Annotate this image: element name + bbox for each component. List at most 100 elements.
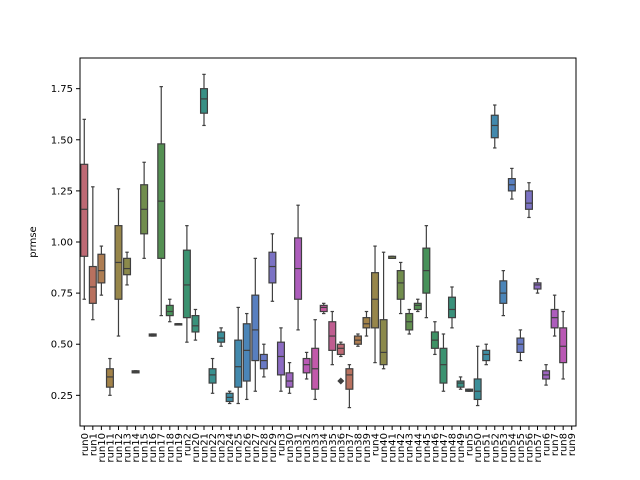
box-run56 [524,182,533,219]
x-tick-label-run20: run20 [191,433,202,463]
x-tick-label-run41: run41 [388,433,399,463]
x-tick-label-run10: run10 [97,433,108,463]
x-tick-label-run14: run14 [131,433,142,463]
iqr-box-run53 [499,280,508,304]
box-run45 [422,225,431,319]
iqr-box-run26 [242,323,251,382]
iqr-box-run2 [182,249,191,319]
x-tick-label-run32: run32 [302,433,313,463]
outlier-run36 [337,377,345,385]
box-run52 [490,104,499,149]
box-run11 [105,357,114,396]
box-run20 [191,308,200,341]
box-run19 [174,323,183,326]
box-run12 [114,188,123,337]
box-run34 [319,302,328,315]
x-tick-label-run44: run44 [413,433,424,463]
y-tick-label: 0.75 [51,289,73,300]
x-tick-label-run42: run42 [396,433,407,463]
box-run44 [413,298,422,313]
box-run50 [473,345,482,407]
x-tick-label-run47: run47 [439,433,450,463]
box-run33 [311,319,320,401]
plot-frame [79,57,577,427]
x-tick-label-run21: run21 [200,433,211,463]
iqr-box-run1 [88,265,97,304]
x-tick-label-run25: run25 [234,433,245,463]
x-tick-label-run0: run0 [80,433,91,456]
box-run51 [482,343,491,366]
iqr-box-run47 [439,347,448,384]
x-tick-label-run45: run45 [422,433,433,463]
box-run27 [251,257,260,392]
iqr-box-run49 [456,380,465,388]
box-run28 [259,343,268,378]
box-run30 [285,362,294,394]
box-run4 [371,245,380,364]
iqr-box-run39 [362,317,371,329]
box-run42 [396,261,405,315]
x-tick-label-run18: run18 [165,433,176,463]
x-tick-label-run38: run38 [353,433,364,463]
iqr-box-run0 [80,163,89,257]
y-tick-label: 0.25 [51,391,73,402]
box-run49 [456,376,465,390]
box-run14 [131,370,140,374]
x-tick-label-run49: run49 [456,433,467,463]
iqr-box-run30 [285,372,294,388]
x-tick-label-run5: run5 [465,433,476,456]
box-run43 [405,308,414,335]
box-run57 [533,278,542,294]
x-tick-label-run35: run35 [328,433,339,463]
box-run16 [148,333,157,337]
y-tick-label: 1.75 [51,84,73,95]
x-tick-label-run55: run55 [516,433,527,463]
box-run29 [268,233,277,302]
box-run32 [302,351,311,380]
iqr-box-run48 [447,296,457,319]
x-tick-label-run27: run27 [251,433,262,463]
box-run38 [353,333,362,347]
box-run10 [97,245,106,296]
box-run41 [388,255,397,259]
box-run25 [234,306,243,405]
x-tick-label-run16: run16 [148,433,159,463]
x-tick-label-run28: run28 [259,433,270,463]
iqr-box-run32 [302,357,311,374]
box-run18 [165,298,174,323]
iqr-box-run29 [268,251,277,284]
x-tick-label-run3: run3 [276,433,287,456]
x-tick-label-run23: run23 [217,433,228,463]
box-run21 [199,73,209,127]
box-run46 [430,321,439,356]
x-tick-label-run57: run57 [533,433,544,463]
y-tick-label: 1.50 [51,135,73,146]
x-tick-label-run53: run53 [499,433,510,463]
box-run24 [225,390,234,405]
box-run7 [550,294,559,337]
iqr-box-run51 [482,349,491,362]
iqr-box-run10 [97,253,106,284]
x-tick-label-run13: run13 [123,433,134,463]
iqr-box-run27 [251,294,260,362]
x-tick-label-run22: run22 [208,433,219,463]
box-run31 [294,204,303,331]
x-tick-label-run4: run4 [371,433,382,456]
box-run35 [328,310,337,366]
x-tick-label-run46: run46 [430,433,441,463]
iqr-box-run52 [490,114,499,139]
y-axis-label: prmse [28,226,39,257]
y-tick-label: 0.50 [51,340,73,351]
box-run2 [182,225,191,343]
iqr-box-run25 [234,339,243,388]
box-run48 [447,286,457,329]
iqr-box-run57 [533,282,542,290]
box-run39 [362,310,371,337]
x-tick-label-run50: run50 [473,433,484,463]
x-tick-label-run24: run24 [225,433,236,463]
box-run17 [157,86,166,317]
iqr-box-run21 [199,88,209,114]
x-tick-label-run34: run34 [319,433,330,463]
iqr-box-run34 [319,304,328,313]
